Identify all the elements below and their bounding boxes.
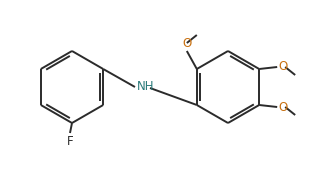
Text: F: F [67,135,73,148]
Text: O: O [278,61,287,73]
Text: NH: NH [137,79,154,93]
Text: O: O [182,37,191,50]
Text: O: O [278,100,287,114]
